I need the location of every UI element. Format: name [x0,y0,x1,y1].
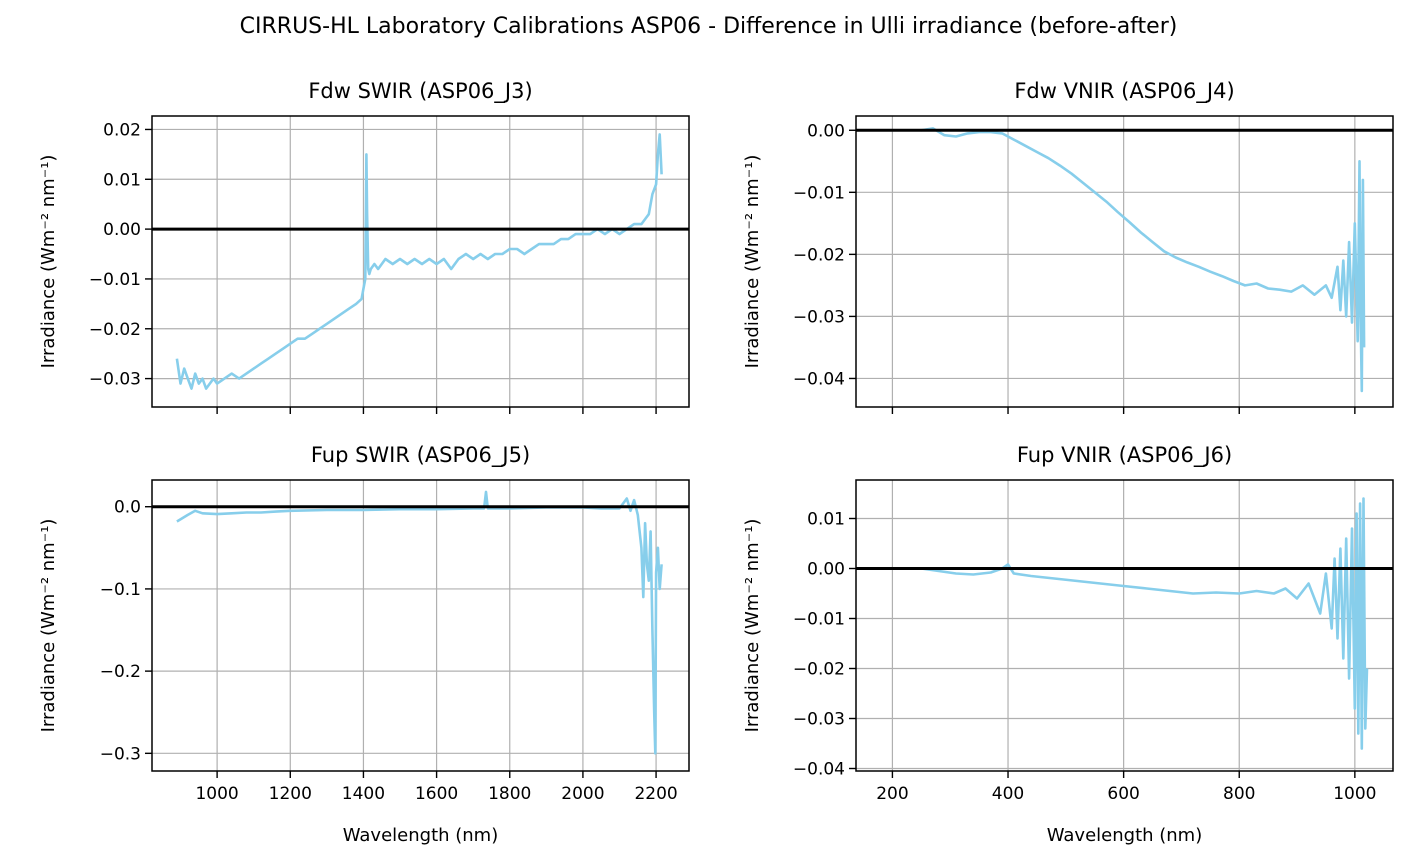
x-tick-label: 400 [992,784,1024,804]
series-line [175,133,663,390]
x-tick-label: 1200 [269,784,312,804]
subplot-2: −0.04 −0.03 −0.02 −0.01 0.00 Fdw VNIR (ASP06_… [742,79,1394,414]
y-tick-label: −0.04 [793,369,845,389]
subplot-title: Fdw SWIR (ASP06_J3) [308,79,532,104]
subplot-3: 1000 1200 1400 1600 1800 2000 2200 −0.3 −0.2 −0.1… [38,443,690,846]
y-tick-label: −0.01 [793,183,845,203]
y-tick-label: 0.0 [114,498,141,518]
x-tick-label: 600 [1107,784,1139,804]
y-axis-label: Irradiance (Wm⁻² nm⁻¹) [742,519,763,733]
x-tick-label: 1000 [195,784,238,804]
axes-frame [151,115,690,408]
subplot-1: −0.03 −0.02 −0.01 0.00 0.01 0.02 Fdw SWIR (ASP… [38,79,690,414]
series-line [921,497,1369,750]
x-tick-label: 2200 [634,784,677,804]
y-tick-label: −0.03 [793,307,845,327]
axes-frame [855,115,1394,408]
y-tick-label: 0.01 [103,170,141,190]
grid [856,116,1393,407]
y-tick-label: −0.02 [89,320,141,340]
subplot-title: Fup VNIR (ASP06_J6) [1017,443,1232,468]
y-tick-label: −0.03 [89,370,141,390]
y-tick-label: −0.02 [793,660,845,680]
y-tick-label: 0.00 [807,121,845,141]
y-tick-label: −0.03 [793,710,845,730]
subplot-4: 200 400 600 800 1000 −0.04 −0.03 −0.02 −0.01 0.00… [742,443,1394,846]
series-line [921,127,1366,393]
y-tick-label: 0.02 [103,120,141,140]
y-tick-label: −0.01 [89,270,141,290]
figure-title: CIRRUS-HL Laboratory Calibrations ASP06 … [239,14,1178,39]
x-tick-label: 800 [1223,784,1255,804]
y-tick-label: −0.01 [793,610,845,630]
y-tick-label: −0.2 [100,662,141,682]
y-tick-label: −0.3 [100,744,141,764]
grid [152,480,689,771]
x-axis-label: Wavelength (nm) [1047,825,1203,846]
axes-frame [855,479,1394,772]
y-tick-label: 0.00 [103,220,141,240]
series-line [176,490,663,755]
x-tick-label: 1600 [415,784,458,804]
subplot-title: Fup SWIR (ASP06_J5) [311,443,530,468]
x-tick-label: 200 [876,784,908,804]
subplot-title: Fdw VNIR (ASP06_J4) [1014,79,1234,104]
x-axis-label: Wavelength (nm) [343,825,499,846]
y-tick-label: −0.1 [100,580,141,600]
y-axis-label: Irradiance (Wm⁻² nm⁻¹) [38,155,59,369]
x-tick-label: 1400 [342,784,385,804]
x-tick-label: 1800 [488,784,531,804]
y-axis-label: Irradiance (Wm⁻² nm⁻¹) [742,155,763,369]
x-tick-label: 1000 [1333,784,1376,804]
y-tick-label: 0.00 [807,560,845,580]
y-tick-label: −0.04 [793,760,845,780]
y-tick-label: −0.02 [793,245,845,265]
x-tick-label: 2000 [561,784,604,804]
grid [856,480,1393,771]
axes-frame [151,479,690,772]
y-axis-label: Irradiance (Wm⁻² nm⁻¹) [38,519,59,733]
y-tick-label: 0.01 [807,510,845,530]
